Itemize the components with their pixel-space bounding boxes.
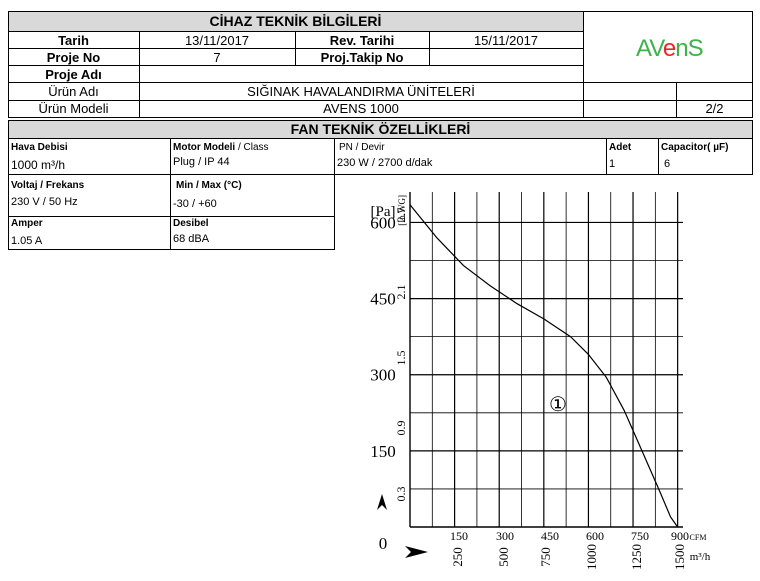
fan-title: FAN TEKNİK ÖZELLİKLERİ	[290, 121, 471, 137]
x-tick-label-cfm: 750	[631, 529, 649, 543]
x-axis-arrow-icon	[405, 546, 428, 558]
minmax-value: -30 / +60	[173, 198, 217, 210]
x-tick-label-m3h: 1250	[629, 544, 644, 570]
desibel-value: 68 dBA	[173, 233, 210, 245]
y-unit-pa: [Pa]	[371, 204, 396, 220]
proje-no-value: 7	[213, 50, 221, 65]
takip-label: Proj.Takip No	[320, 50, 404, 65]
x-tick-label-cfm: 150	[450, 529, 468, 543]
x-tick-label-m3h: 500	[496, 547, 511, 567]
y-tick-label-inwg: 0.3	[394, 487, 408, 502]
x-tick-label-cfm: 600	[586, 529, 604, 543]
x-unit-m3h: m³/h	[690, 551, 711, 563]
capacitor-value: 6	[664, 158, 671, 170]
x-unit-cfm: CFM	[690, 533, 707, 542]
hava-debisi-value: 1000 m³/h	[11, 158, 66, 172]
curve-label: ①	[549, 394, 567, 416]
pn-label: PN / Devir	[339, 142, 385, 153]
header-title: CİHAZ TEKNİK BİLGİLERİ	[209, 13, 382, 29]
urun-model-label: Ürün Modeli	[38, 101, 109, 116]
fan-curve-line	[409, 204, 679, 528]
header-title-bg	[8, 11, 583, 31]
motor-value: Plug / IP 44	[173, 156, 230, 168]
avens-logo: AVenS	[636, 35, 704, 62]
logo-letter: V	[649, 35, 664, 62]
amper-label: Amper	[11, 218, 43, 229]
y-tick-label-inwg: 1.5	[394, 351, 408, 366]
urun-adi-value: SIĞINAK HAVALANDIRMA ÜNİTELERİ	[247, 84, 475, 99]
x-tick-label-m3h: 250	[450, 547, 465, 567]
tarih-value: 13/11/2017	[184, 33, 250, 48]
y-tick-label-pa: 600	[370, 213, 396, 232]
y-tick-label-pa: 450	[370, 290, 396, 309]
y-tick-label-pa: 0	[379, 534, 388, 553]
x-tick-label-m3h: 1000	[584, 544, 599, 570]
logo-letter: S	[687, 35, 704, 62]
x-tick-label-cfm: 450	[541, 529, 559, 543]
proje-adi-label: Proje Adı	[45, 67, 102, 82]
rev-value: 15/11/2017	[473, 33, 539, 48]
adet-label: Adet	[609, 142, 632, 153]
hava-debisi-label: Hava Debisi	[11, 142, 68, 153]
fan-grid	[8, 138, 753, 250]
urun-model-value: AVENS 1000	[323, 101, 399, 116]
y-tick-label-inwg: 2.1	[394, 285, 408, 300]
motor-label-rest: / Class	[235, 142, 269, 153]
minmax-label: Min / Max (°C)	[176, 180, 242, 191]
y-tick-label-inwg: 2.7	[394, 208, 408, 223]
y-axis-arrow-icon	[377, 494, 387, 510]
motor-label: Motor Modeli / Class	[173, 141, 269, 155]
logo-letter: e	[662, 35, 676, 62]
x-tick-label-cfm: 300	[496, 529, 514, 543]
logo-letter: n	[675, 35, 688, 62]
y-tick-label-pa: 150	[370, 442, 396, 461]
urun-adi-label: Ürün Adı	[48, 84, 99, 99]
x-tick-label-cfm: 900	[671, 529, 689, 543]
rev-label: Rev. Tarihi	[329, 33, 395, 48]
motor-label-bold: Motor Modeli	[173, 142, 236, 153]
y-unit-inwg: [In.WG]	[397, 195, 407, 226]
logo-text: AVenS	[636, 35, 704, 62]
adet-value: 1	[609, 158, 616, 170]
x-tick-label-m3h: 1500	[672, 544, 687, 570]
voltaj-label: Voltaj / Frekans	[11, 180, 85, 191]
fan-title-bg	[8, 120, 753, 138]
voltaj-value: 230 V / 50 Hz	[11, 196, 78, 208]
pn-value: 230 W / 2700 d/dak	[337, 157, 433, 169]
tarih-label: Tarih	[58, 33, 89, 48]
logo-letter: A	[636, 35, 650, 62]
y-tick-label-inwg: 0.9	[394, 421, 408, 436]
amper-value: 1.05 A	[11, 235, 43, 247]
y-tick-label-pa: 300	[370, 366, 396, 385]
header-grid	[8, 11, 753, 118]
capacitor-label: Capacitor( µF)	[661, 142, 729, 153]
proje-no-label: Proje No	[46, 50, 101, 65]
chart-grid	[409, 192, 683, 528]
desibel-label: Desibel	[173, 218, 209, 229]
page-number: 2/2	[705, 101, 724, 116]
header-table: CİHAZ TEKNİK BİLGİLERİ Tarih 13/11/2017 …	[8, 11, 753, 118]
x-tick-label-m3h: 750	[538, 547, 553, 567]
